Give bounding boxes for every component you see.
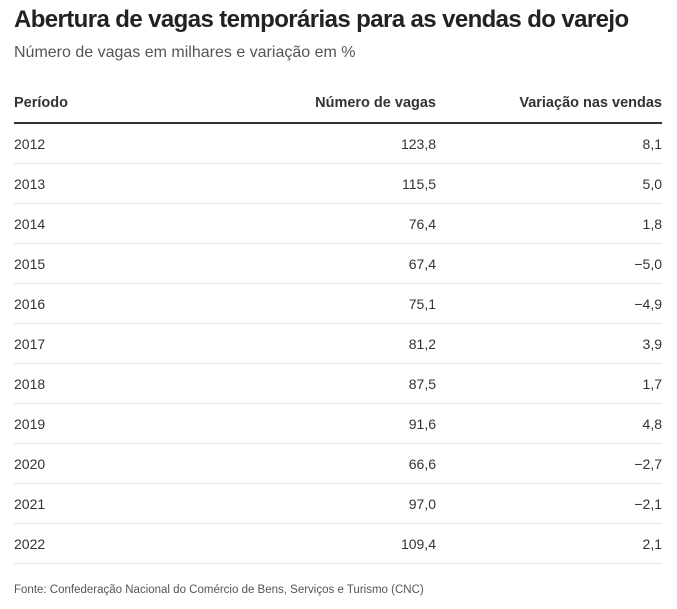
cell-numero-de-vagas: 115,5 (234, 164, 436, 204)
chart-container: Abertura de vagas temporárias para as ve… (0, 0, 677, 609)
table-row: 2014 76,4 1,8 (14, 204, 662, 244)
cell-periodo: 2014 (14, 204, 234, 244)
source-note: Fonte: Confederação Nacional do Comércio… (14, 584, 424, 596)
cell-variacao-nas-vendas: 1,7 (436, 364, 662, 404)
chart-title: Abertura de vagas temporárias para as ve… (14, 6, 629, 34)
cell-periodo: 2018 (14, 364, 234, 404)
cell-numero-de-vagas: 123,8 (234, 123, 436, 164)
cell-numero-de-vagas: 91,6 (234, 404, 436, 444)
column-header-periodo: Período (14, 83, 234, 123)
table-row: 2020 66,6 −2,7 (14, 444, 662, 484)
cell-variacao-nas-vendas: −5,0 (436, 244, 662, 284)
cell-periodo: 2020 (14, 444, 234, 484)
data-table: Período Número de vagas Variação nas ven… (14, 83, 662, 564)
cell-variacao-nas-vendas: 3,9 (436, 324, 662, 364)
cell-variacao-nas-vendas: 1,8 (436, 204, 662, 244)
cell-variacao-nas-vendas: −2,1 (436, 484, 662, 524)
cell-periodo: 2021 (14, 484, 234, 524)
cell-periodo: 2022 (14, 524, 234, 564)
cell-variacao-nas-vendas: 5,0 (436, 164, 662, 204)
column-header-variacao-nas-vendas: Variação nas vendas (436, 83, 662, 123)
cell-variacao-nas-vendas: 4,8 (436, 404, 662, 444)
column-header-numero-de-vagas: Número de vagas (234, 83, 436, 123)
cell-numero-de-vagas: 76,4 (234, 204, 436, 244)
cell-periodo: 2015 (14, 244, 234, 284)
cell-numero-de-vagas: 81,2 (234, 324, 436, 364)
table-header-row: Período Número de vagas Variação nas ven… (14, 83, 662, 123)
cell-periodo: 2017 (14, 324, 234, 364)
cell-numero-de-vagas: 109,4 (234, 524, 436, 564)
table-row: 2022 109,4 2,1 (14, 524, 662, 564)
table-body: 2012 123,8 8,1 2013 115,5 5,0 2014 76,4 1,8 2015 6… (14, 123, 662, 564)
table-row: 2021 97,0 −2,1 (14, 484, 662, 524)
cell-variacao-nas-vendas: −4,9 (436, 284, 662, 324)
cell-periodo: 2019 (14, 404, 234, 444)
cell-numero-de-vagas: 75,1 (234, 284, 436, 324)
cell-variacao-nas-vendas: 2,1 (436, 524, 662, 564)
cell-variacao-nas-vendas: 8,1 (436, 123, 662, 164)
table-row: 2018 87,5 1,7 (14, 364, 662, 404)
chart-subtitle: Número de vagas em milhares e variação e… (14, 44, 355, 62)
cell-numero-de-vagas: 87,5 (234, 364, 436, 404)
cell-periodo: 2016 (14, 284, 234, 324)
cell-periodo: 2013 (14, 164, 234, 204)
table-row: 2019 91,6 4,8 (14, 404, 662, 444)
cell-numero-de-vagas: 97,0 (234, 484, 436, 524)
table-row: 2017 81,2 3,9 (14, 324, 662, 364)
cell-variacao-nas-vendas: −2,7 (436, 444, 662, 484)
table-row: 2016 75,1 −4,9 (14, 284, 662, 324)
cell-numero-de-vagas: 66,6 (234, 444, 436, 484)
table-row: 2015 67,4 −5,0 (14, 244, 662, 284)
table-row: 2012 123,8 8,1 (14, 123, 662, 164)
table-row: 2013 115,5 5,0 (14, 164, 662, 204)
cell-numero-de-vagas: 67,4 (234, 244, 436, 284)
cell-periodo: 2012 (14, 123, 234, 164)
